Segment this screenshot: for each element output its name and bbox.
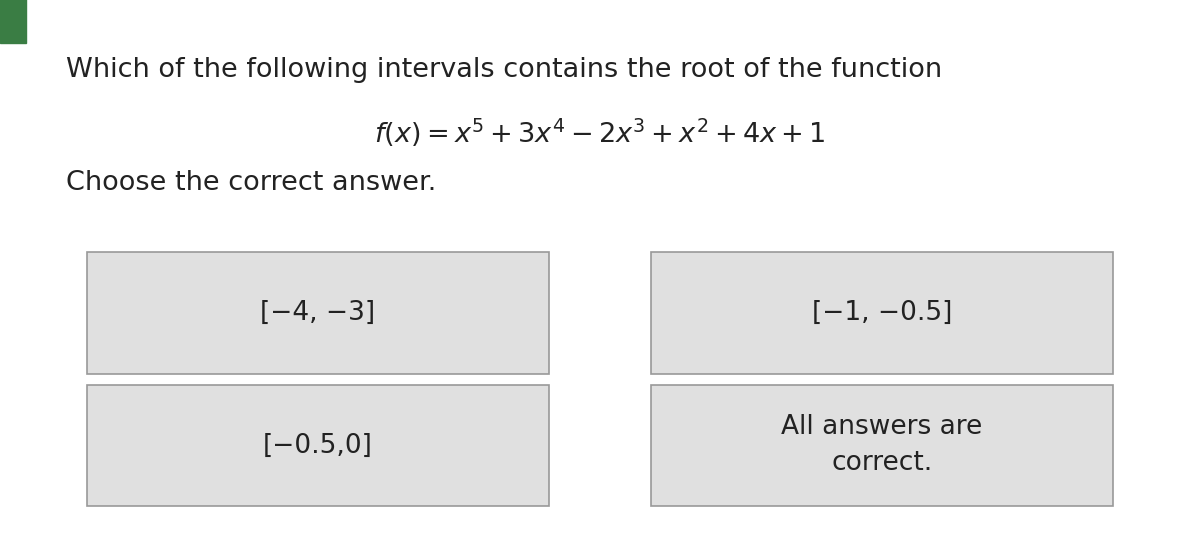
Text: [−0.5,0]: [−0.5,0] bbox=[263, 433, 373, 458]
FancyBboxPatch shape bbox=[650, 384, 1114, 507]
Text: Which of the following intervals contains the root of the function: Which of the following intervals contain… bbox=[66, 57, 942, 83]
Text: $f(x) = x^5 + 3x^4 - 2x^3 + x^2 + 4x + 1$: $f(x) = x^5 + 3x^4 - 2x^3 + x^2 + 4x + 1… bbox=[374, 116, 826, 148]
FancyBboxPatch shape bbox=[650, 252, 1114, 374]
FancyBboxPatch shape bbox=[88, 252, 550, 374]
Text: All answers are
correct.: All answers are correct. bbox=[781, 415, 983, 476]
Text: Choose the correct answer.: Choose the correct answer. bbox=[66, 170, 437, 196]
FancyBboxPatch shape bbox=[0, 0, 26, 43]
Text: [−4, −3]: [−4, −3] bbox=[260, 300, 376, 326]
FancyBboxPatch shape bbox=[88, 384, 550, 507]
Text: [−1, −0.5]: [−1, −0.5] bbox=[812, 300, 952, 326]
